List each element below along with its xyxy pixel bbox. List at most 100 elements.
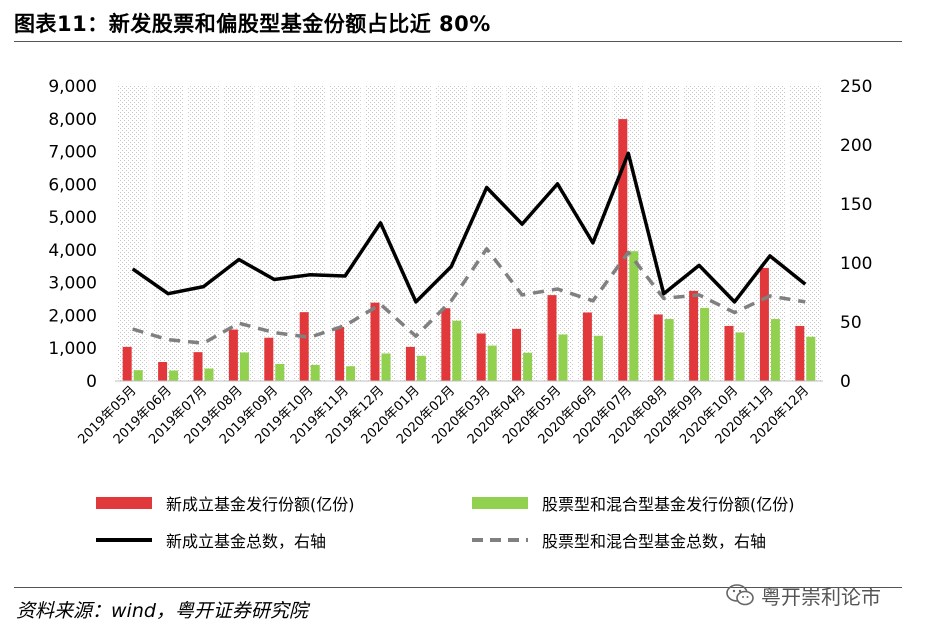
plot-hatch-column [683, 86, 715, 381]
bar-equity-fund-share [310, 364, 320, 381]
legend-green-label: 股票型和混合型基金发行份额(亿份) [542, 495, 795, 514]
plot-hatch-column [435, 86, 467, 381]
plot-hatch-column [612, 86, 644, 381]
bar-new-fund-share [158, 361, 168, 381]
plot-hatch-column [223, 86, 255, 381]
plot-hatch-column [187, 86, 220, 381]
y-left-tick-label: 9,000 [48, 77, 97, 97]
bar-new-fund-share [653, 314, 663, 381]
y-left-tick-label: 8,000 [48, 110, 97, 130]
y-left-tick-label: 6,000 [48, 175, 97, 195]
bar-new-fund-share [299, 312, 309, 381]
y-left-tick-label: 1,000 [48, 339, 97, 359]
bar-equity-fund-share [629, 251, 639, 381]
bar-new-fund-share [512, 328, 522, 381]
bar-equity-fund-share [664, 319, 674, 381]
plot-hatch-column [471, 86, 503, 381]
y-left-tick-label: 4,000 [48, 241, 97, 261]
bar-equity-fund-share [770, 319, 780, 381]
bar-new-fund-share [795, 325, 805, 381]
bar-equity-fund-share [416, 355, 426, 381]
legend-green-swatch [472, 497, 528, 509]
bar-new-fund-share [228, 329, 238, 381]
legend-red-label: 新成立基金发行份额(亿份) [166, 495, 355, 514]
plot-hatch-column [258, 86, 290, 381]
legend-gray-swatch [472, 538, 528, 542]
bar-equity-fund-share [806, 336, 816, 381]
y-left-tick-label: 0 [86, 372, 97, 392]
bar-new-fund-share [122, 346, 132, 381]
bar-new-fund-share [193, 352, 203, 381]
y-right-tick-label: 250 [840, 77, 872, 97]
title-rule [14, 41, 902, 42]
bar-new-fund-share [405, 346, 415, 381]
y-left-tick-label: 3,000 [48, 274, 97, 294]
bar-equity-fund-share [239, 352, 249, 381]
plot-hatch-column [329, 86, 361, 381]
plot-hatch-column [117, 86, 149, 381]
bar-new-fund-share [618, 119, 628, 381]
plot-hatch-column [506, 86, 538, 381]
bar-new-fund-share [724, 325, 734, 381]
bar-new-fund-share [689, 290, 699, 381]
bar-equity-fund-share [452, 320, 462, 381]
chart-canvas: 0 1,000 2,000 3,000 4,000 5,000 6,000 7,000 8,00… [48, 77, 872, 447]
line-new-fund-count [131, 151, 807, 304]
bar-equity-fund-share [487, 345, 497, 381]
bars-layer [122, 119, 816, 381]
source-note: 资料来源：wind，粤开证券研究院 [16, 600, 308, 622]
bar-new-fund-share [476, 333, 486, 381]
plot-hatch-column [152, 86, 184, 381]
y-right-tick-label: 200 [840, 136, 872, 156]
lines-layer [131, 151, 807, 345]
legend-green-bar: 股票型和混合型基金发行份额(亿份) [472, 491, 795, 515]
y-right-tick-label: 50 [840, 313, 862, 333]
bar-new-fund-share [582, 312, 592, 381]
y-left-tick-label: 2,000 [48, 306, 97, 326]
wechat-icon [726, 584, 754, 606]
plot-hatch-column [541, 86, 574, 381]
bar-new-fund-share [441, 308, 451, 381]
y-right-tick-label: 0 [840, 372, 851, 392]
plot-hatch-column [294, 86, 326, 381]
y-left-tick-label: 7,000 [48, 143, 97, 163]
bar-new-fund-share [547, 295, 557, 381]
legend-black-line: 新成立基金总数，右轴 [96, 528, 326, 552]
y-right-tick-label: 150 [840, 195, 872, 215]
bar-equity-fund-share [523, 352, 533, 381]
plot-hatch-column [400, 86, 432, 381]
bar-equity-fund-share [735, 332, 745, 381]
legend-red-bar: 新成立基金发行份额(亿份) [96, 491, 355, 515]
watermark-text: 粤开崇利论市 [761, 584, 881, 609]
y-left-tick-label: 5,000 [48, 208, 97, 228]
figure-title: 图表11：新发股票和偏股型基金份额占比近 80% [14, 12, 491, 36]
legend-gray-label: 股票型和混合型基金总数，右轴 [542, 532, 767, 551]
bar-equity-fund-share [275, 363, 285, 381]
bar-new-fund-share [264, 337, 274, 381]
legend-red-swatch [96, 497, 152, 509]
bar-equity-fund-share [558, 334, 568, 381]
bar-new-fund-share [370, 302, 380, 381]
plot-hatch-column [718, 86, 751, 381]
watermark: 粤开崇利论市 [725, 580, 881, 610]
bar-equity-fund-share [381, 353, 391, 381]
bar-new-fund-share [335, 326, 345, 381]
bar-equity-fund-share [133, 370, 143, 381]
bar-equity-fund-share [700, 307, 710, 381]
legend-black-label: 新成立基金总数，右轴 [166, 532, 327, 551]
bar-equity-fund-share [204, 368, 214, 381]
bar-new-fund-share [759, 267, 769, 381]
legend-gray-dash: 股票型和混合型基金总数，右轴 [472, 528, 766, 552]
source-rule [14, 587, 902, 588]
bar-equity-fund-share [169, 370, 179, 381]
plot-hatch-column [648, 86, 680, 381]
bar-equity-fund-share [346, 366, 356, 381]
line-equity-fund-count [132, 247, 806, 345]
legend-black-swatch [96, 538, 152, 542]
plot-hatch-column [789, 86, 821, 381]
y-right-tick-label: 100 [840, 254, 872, 274]
bar-equity-fund-share [593, 335, 603, 381]
plot-hatch-column [364, 86, 397, 381]
plot-hatch-column [754, 86, 786, 381]
plot-hatch-column [577, 86, 609, 381]
